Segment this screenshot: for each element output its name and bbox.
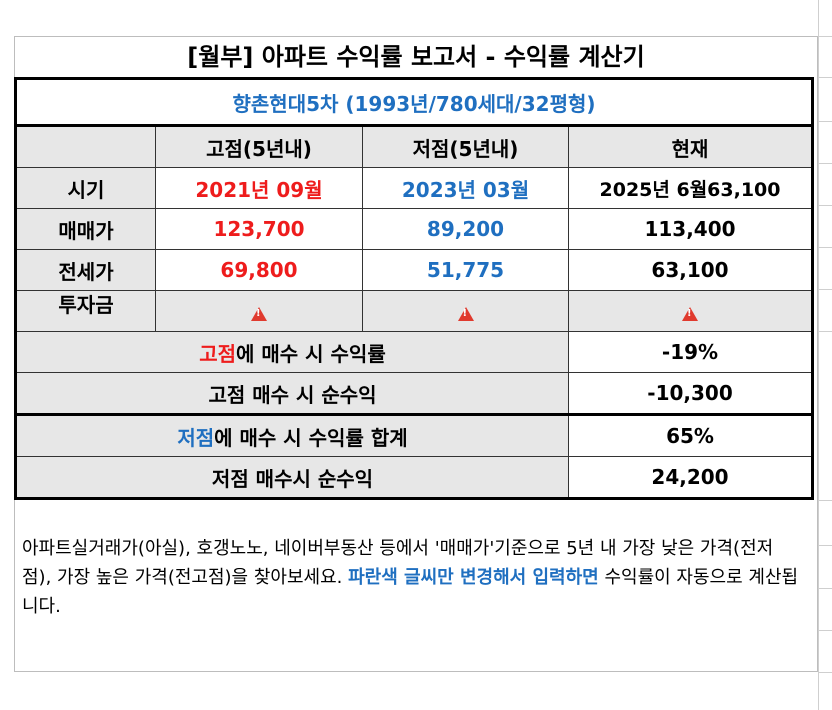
header-low: 저점(5년내) <box>362 125 569 168</box>
high-net-label: 고점 매수 시 순수익 <box>14 372 569 415</box>
sale-low-cell[interactable]: 89,200 <box>362 208 569 250</box>
invest-high-cell[interactable] <box>155 290 363 332</box>
invest-current-cell[interactable] <box>567 290 815 332</box>
sheet-grid-edge <box>818 0 832 710</box>
jeonse-current-cell[interactable]: 63,100 <box>567 249 815 291</box>
report-title: [월부] 아파트 수익률 보고서 - 수익률 계산기 <box>187 43 645 71</box>
high-yield-highlight: 고점 <box>199 341 237 366</box>
low-yield-value: 65% <box>567 413 815 457</box>
low-net-value: 24,200 <box>567 456 815 500</box>
row-label-jeonse: 전세가 <box>14 249 156 291</box>
period-low-cell[interactable]: 2023년 03월 <box>362 167 569 209</box>
note-highlight: 파란색 글씨만 변경해서 입력하면 <box>348 567 599 588</box>
row-label-period: 시기 <box>14 167 156 209</box>
jeonse-high-cell[interactable]: 69,800 <box>155 249 363 291</box>
sale-high-cell[interactable]: 123,700 <box>155 208 363 250</box>
period-current-cell[interactable]: 2025년 6월63,100 <box>567 167 815 209</box>
high-net-value: -10,300 <box>567 372 815 415</box>
low-net-label: 저점 매수시 순수익 <box>14 456 569 500</box>
jeonse-low-cell[interactable]: 51,775 <box>362 249 569 291</box>
high-yield-value: -19% <box>567 331 815 373</box>
sale-current-cell[interactable]: 113,400 <box>567 208 815 250</box>
note-part2: 수익률이 자동으로 계산됩니다. <box>22 567 799 617</box>
header-corner <box>14 125 156 168</box>
invest-low-cell[interactable] <box>362 290 569 332</box>
header-current: 현재 <box>567 125 815 168</box>
invest-label-text: 투자금 <box>58 293 114 317</box>
note-part1: 아파트실거래가(아실), 호갱노노, 네이버부동산 등에서 '매매가'기준으로 … <box>22 538 774 588</box>
high-yield-rest: 에 매수 시 수익률 <box>236 341 386 366</box>
row-label-invest: 투자금 <box>14 290 156 332</box>
warning-icon <box>682 307 698 321</box>
header-high: 고점(5년내) <box>155 125 363 168</box>
low-yield-label: 저점에 매수 시 수익률 합계 <box>14 413 569 457</box>
high-yield-label: 고점에 매수 시 수익률 <box>14 331 569 373</box>
warning-icon <box>251 307 267 321</box>
low-yield-rest: 에 매수 시 수익률 합계 <box>214 425 408 450</box>
period-high-cell[interactable]: 2021년 09월 <box>155 167 363 209</box>
yield-table: 향촌현대5차 (1993년/780세대/32평형) 고점(5년내) 저점(5년내… <box>13 77 815 500</box>
report-frame <box>14 36 818 672</box>
apartment-subtitle[interactable]: 향촌현대5차 (1993년/780세대/32평형) <box>13 77 815 127</box>
warning-icon <box>457 307 474 321</box>
row-label-sale: 매매가 <box>14 208 156 250</box>
low-yield-highlight: 저점 <box>177 425 215 450</box>
instruction-note: 아파트실거래가(아실), 호갱노노, 네이버부동산 등에서 '매매가'기준으로 … <box>22 534 802 621</box>
